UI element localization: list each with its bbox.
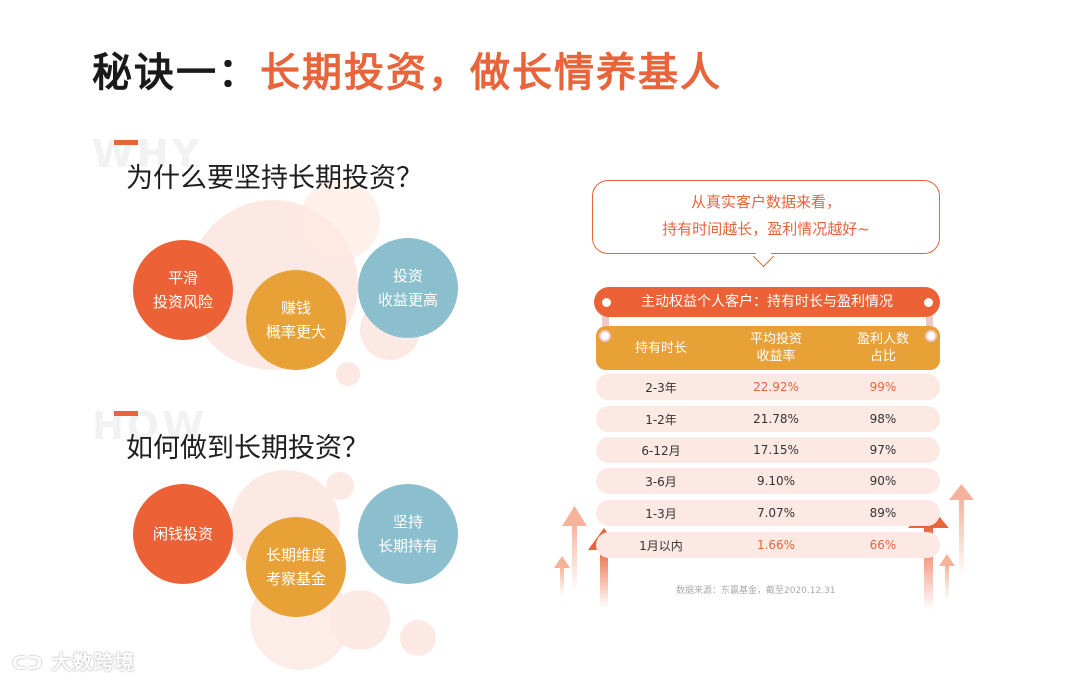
- decor-circle: [336, 362, 360, 386]
- cell-return: 1.66%: [756, 538, 796, 552]
- arrow-up-icon: [554, 556, 570, 596]
- table-row: 1-2年 21.78% 98%: [596, 406, 940, 432]
- cell-ratio: 98%: [869, 412, 897, 426]
- circle-line: 闲钱投资: [152, 525, 213, 543]
- table-row: 1月以内 1.66% 66%: [596, 532, 940, 558]
- table-title: 主动权益个人客户：持有时长与盈利情况: [594, 287, 940, 317]
- cell-period: 1-3月: [645, 506, 677, 521]
- circle-line: 投资: [392, 267, 423, 285]
- table-row: 2-3年 22.92% 99%: [596, 374, 940, 400]
- cell-period: 3-6月: [645, 474, 677, 489]
- arrow-up-icon: [939, 554, 955, 600]
- hanger-peg: [602, 306, 609, 336]
- circle-line: 收益更高: [377, 291, 438, 309]
- why-circle-smooth-risk: 平滑 投资风险: [133, 240, 233, 340]
- why-circle-profit-probability: 赚钱 概率更大: [246, 270, 346, 370]
- table-row: 3-6月 9.10% 90%: [596, 468, 940, 494]
- circle-line: 平滑: [167, 269, 198, 287]
- why-heading: 为什么要坚持长期投资？: [126, 163, 423, 194]
- header-text: 持有时长: [634, 340, 687, 356]
- cell-period: 6-12月: [641, 443, 681, 458]
- header-text: 盈利人数: [856, 332, 909, 347]
- cell-period: 1-2年: [645, 412, 677, 427]
- decor-circle: [400, 620, 436, 656]
- cell-period: 1月以内: [639, 538, 683, 553]
- watermark: ᑕᑐ 大数跨境: [12, 646, 135, 675]
- how-ghost-text: HOW: [92, 404, 208, 448]
- title-prefix: 秘诀一：: [92, 50, 260, 96]
- how-heading: 如何做到长期投资？: [126, 433, 369, 464]
- header-text: 收益率: [756, 349, 796, 364]
- circle-line: 坚持: [392, 513, 423, 531]
- table-header-row: 持有时长 平均投资收益率 盈利人数占比: [596, 326, 940, 370]
- header-dot: [599, 330, 611, 342]
- decor-circle: [330, 590, 390, 650]
- title-main: 长期投资，做长情养基人: [260, 50, 722, 96]
- circle-line: 长期维度: [265, 546, 326, 564]
- why-circle-higher-return: 投资 收益更高: [358, 238, 458, 338]
- header-period: 持有时长: [596, 340, 726, 357]
- cell-return: 22.92%: [753, 380, 799, 394]
- circle-line: 长期持有: [377, 537, 438, 555]
- cell-return: 17.15%: [753, 443, 799, 457]
- speech-bubble: 从真实客户数据来看， 持有时间越长，盈利情况越好~: [592, 180, 940, 254]
- why-ghost-text: WHY: [92, 132, 203, 176]
- circle-line: 概率更大: [265, 323, 326, 341]
- how-circle-idle-money: 闲钱投资: [133, 484, 233, 584]
- bubble-line-2: 持有时间越长，盈利情况越好~: [662, 220, 870, 238]
- cell-return: 7.07%: [756, 506, 796, 520]
- decor-circle: [326, 472, 354, 500]
- circle-line: 考察基金: [265, 570, 326, 588]
- watermark-logo-icon: ᑕᑐ: [12, 653, 44, 674]
- how-circle-hold-long-term: 坚持 长期持有: [358, 484, 458, 584]
- header-dot: [925, 330, 937, 342]
- header-avg-return: 平均投资 收益率: [726, 331, 826, 365]
- bubble-line-1: 从真实客户数据来看，: [690, 193, 841, 211]
- how-circle-long-term-evaluation: 长期维度 考察基金: [246, 517, 346, 617]
- hanger-peg: [926, 306, 933, 336]
- decor-circle: [300, 180, 380, 260]
- cell-ratio: 97%: [869, 443, 897, 457]
- header-text: 占比: [869, 349, 896, 364]
- why-accent-dash: [114, 140, 138, 145]
- cell-return: 21.78%: [753, 412, 799, 426]
- header-text: 平均投资: [749, 332, 802, 347]
- table-row: 1-3月 7.07% 89%: [596, 500, 940, 526]
- cell-ratio: 90%: [869, 474, 897, 488]
- data-source-note: 数据来源：东赢基金，截至2020.12.31: [676, 586, 836, 596]
- arrow-up-icon: [562, 506, 587, 592]
- cell-ratio: 99%: [869, 380, 897, 394]
- cell-return: 9.10%: [756, 474, 796, 488]
- how-accent-dash: [114, 411, 138, 416]
- circle-line: 投资风险: [152, 293, 213, 311]
- cell-ratio: 89%: [869, 506, 897, 520]
- header-profit-ratio: 盈利人数 占比: [826, 331, 940, 365]
- arrow-up-icon: [949, 484, 974, 578]
- cell-period: 2-3年: [645, 380, 677, 395]
- title-bar-dot: [602, 298, 611, 307]
- title-bar-dot: [924, 298, 933, 307]
- watermark-text: 大数跨境: [51, 650, 136, 674]
- table-row: 6-12月 17.15% 97%: [596, 437, 940, 463]
- cell-ratio: 66%: [869, 538, 897, 552]
- circle-line: 赚钱: [280, 299, 311, 317]
- page-title: 秘诀一：长期投资，做长情养基人: [92, 40, 722, 98]
